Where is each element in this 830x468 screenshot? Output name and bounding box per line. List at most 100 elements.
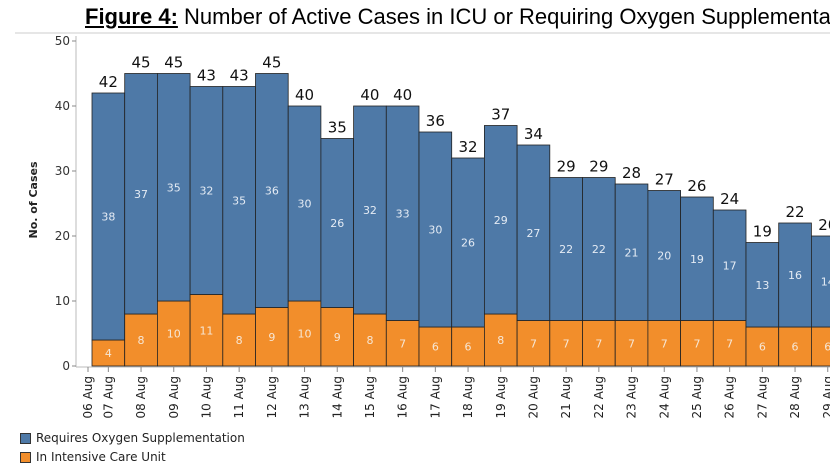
data-label-icu: 6 (759, 341, 766, 354)
bar-icu (549, 320, 583, 367)
data-label-oxygen: 32 (199, 185, 213, 198)
legend-swatch-oxygen (20, 432, 31, 444)
data-label-icu: 8 (138, 334, 145, 347)
bar-icu (647, 320, 682, 367)
x-tick-label: 16 Aug (396, 376, 410, 419)
data-label-oxygen: 30 (298, 198, 312, 211)
x-tick-label: 22 Aug (592, 376, 606, 419)
total-label: 45 (164, 54, 183, 72)
x-tick-label: 08 Aug (134, 376, 148, 419)
y-axis-label: No. of Cases (27, 161, 40, 238)
x-tick-label: 15 Aug (363, 376, 377, 419)
total-label: 32 (459, 138, 478, 156)
data-label-icu: 7 (661, 337, 668, 350)
total-label: 42 (99, 73, 118, 91)
data-label-oxygen: 35 (167, 181, 181, 194)
data-label-icu: 7 (628, 337, 635, 350)
data-label-oxygen: 26 (461, 237, 475, 250)
total-label: 19 (753, 223, 772, 241)
x-tick-label: 25 Aug (690, 376, 704, 419)
x-tick-label: 06 Aug (81, 376, 95, 419)
bar-icu (156, 300, 191, 367)
bar-oxygen (745, 242, 780, 328)
data-label-oxygen: 22 (559, 243, 573, 256)
bar-oxygen (778, 222, 812, 328)
bar-oxygen (811, 235, 830, 328)
bar-oxygen (222, 86, 256, 315)
chart-title-text: Number of Active Cases in ICU or Requiri… (184, 4, 830, 29)
data-label-oxygen: 35 (232, 194, 246, 207)
bar-oxygen (680, 196, 714, 321)
total-label: 35 (328, 119, 347, 137)
data-label-oxygen: 26 (330, 217, 344, 230)
x-tick-label: 09 Aug (167, 376, 181, 419)
bar-icu (582, 320, 616, 367)
y-tick-label: 50 (55, 34, 70, 48)
bar-oxygen (156, 73, 191, 302)
data-label-icu: 11 (199, 324, 213, 337)
bar-oxygen (353, 105, 387, 315)
bar-icu (680, 320, 714, 367)
bar-oxygen (320, 138, 354, 308)
total-label: 43 (230, 67, 249, 85)
data-label-oxygen: 20 (657, 250, 671, 263)
data-label-oxygen: 37 (134, 188, 148, 201)
bar-icu (222, 313, 256, 367)
x-tick-label: 07 Aug (101, 376, 115, 419)
data-label-oxygen: 27 (526, 227, 540, 240)
data-label-oxygen: 13 (755, 279, 769, 292)
data-label-oxygen: 36 (265, 185, 279, 198)
legend-item-icu: In Intensive Care Unit (20, 450, 166, 464)
total-label: 29 (589, 158, 608, 176)
total-label: 43 (197, 67, 216, 85)
x-tick-label: 23 Aug (625, 376, 639, 419)
x-tick-label: 20 Aug (526, 376, 540, 419)
total-label: 22 (786, 203, 805, 221)
data-label-icu: 8 (236, 334, 243, 347)
bar-oxygen (255, 73, 289, 308)
data-label-icu: 6 (465, 341, 472, 354)
bar-oxygen (582, 177, 616, 321)
x-tick-label: 21 Aug (559, 376, 573, 419)
legend-swatch-icu (20, 451, 31, 463)
data-label-icu: 6 (432, 341, 439, 354)
total-label: 37 (491, 106, 510, 124)
total-label: 24 (720, 190, 739, 208)
bar-oxygen (189, 86, 224, 295)
data-label-icu: 9 (268, 331, 275, 344)
x-tick-label: 28 Aug (788, 376, 802, 419)
x-tick-label: 14 Aug (330, 376, 344, 419)
bar-oxygen (287, 105, 322, 302)
total-label: 28 (622, 164, 641, 182)
bar-oxygen (712, 209, 747, 321)
x-tick-label: 19 Aug (494, 376, 508, 419)
legend-label-oxygen: Requires Oxygen Supplementation (36, 431, 245, 445)
y-tick-label: 30 (55, 164, 70, 178)
data-label-icu: 7 (693, 337, 700, 350)
data-label-oxygen: 16 (788, 269, 802, 282)
bar-oxygen (549, 177, 583, 321)
total-label: 34 (524, 125, 543, 143)
bar-oxygen (614, 183, 649, 321)
bar-oxygen (516, 144, 551, 321)
bar-oxygen (451, 157, 485, 328)
data-label-oxygen: 22 (592, 243, 606, 256)
data-label-icu: 10 (167, 328, 181, 341)
total-label: 20 (818, 216, 830, 234)
bar-icu (418, 326, 453, 367)
total-label: 45 (132, 54, 151, 72)
x-tick-label: 11 Aug (232, 376, 246, 419)
x-tick-label: 26 Aug (723, 376, 737, 419)
bar-icu (483, 313, 518, 367)
bar-oxygen (124, 73, 158, 315)
total-label: 26 (687, 177, 706, 195)
bar-icu (320, 307, 354, 367)
y-tick-label: 20 (55, 229, 70, 243)
x-tick-label: 27 Aug (755, 376, 769, 419)
total-label: 40 (295, 86, 314, 104)
bar-icu (91, 339, 126, 367)
data-label-icu: 7 (595, 337, 602, 350)
chart-title: Figure 4: Number of Active Cases in ICU … (85, 4, 830, 30)
data-label-icu: 7 (563, 337, 570, 350)
